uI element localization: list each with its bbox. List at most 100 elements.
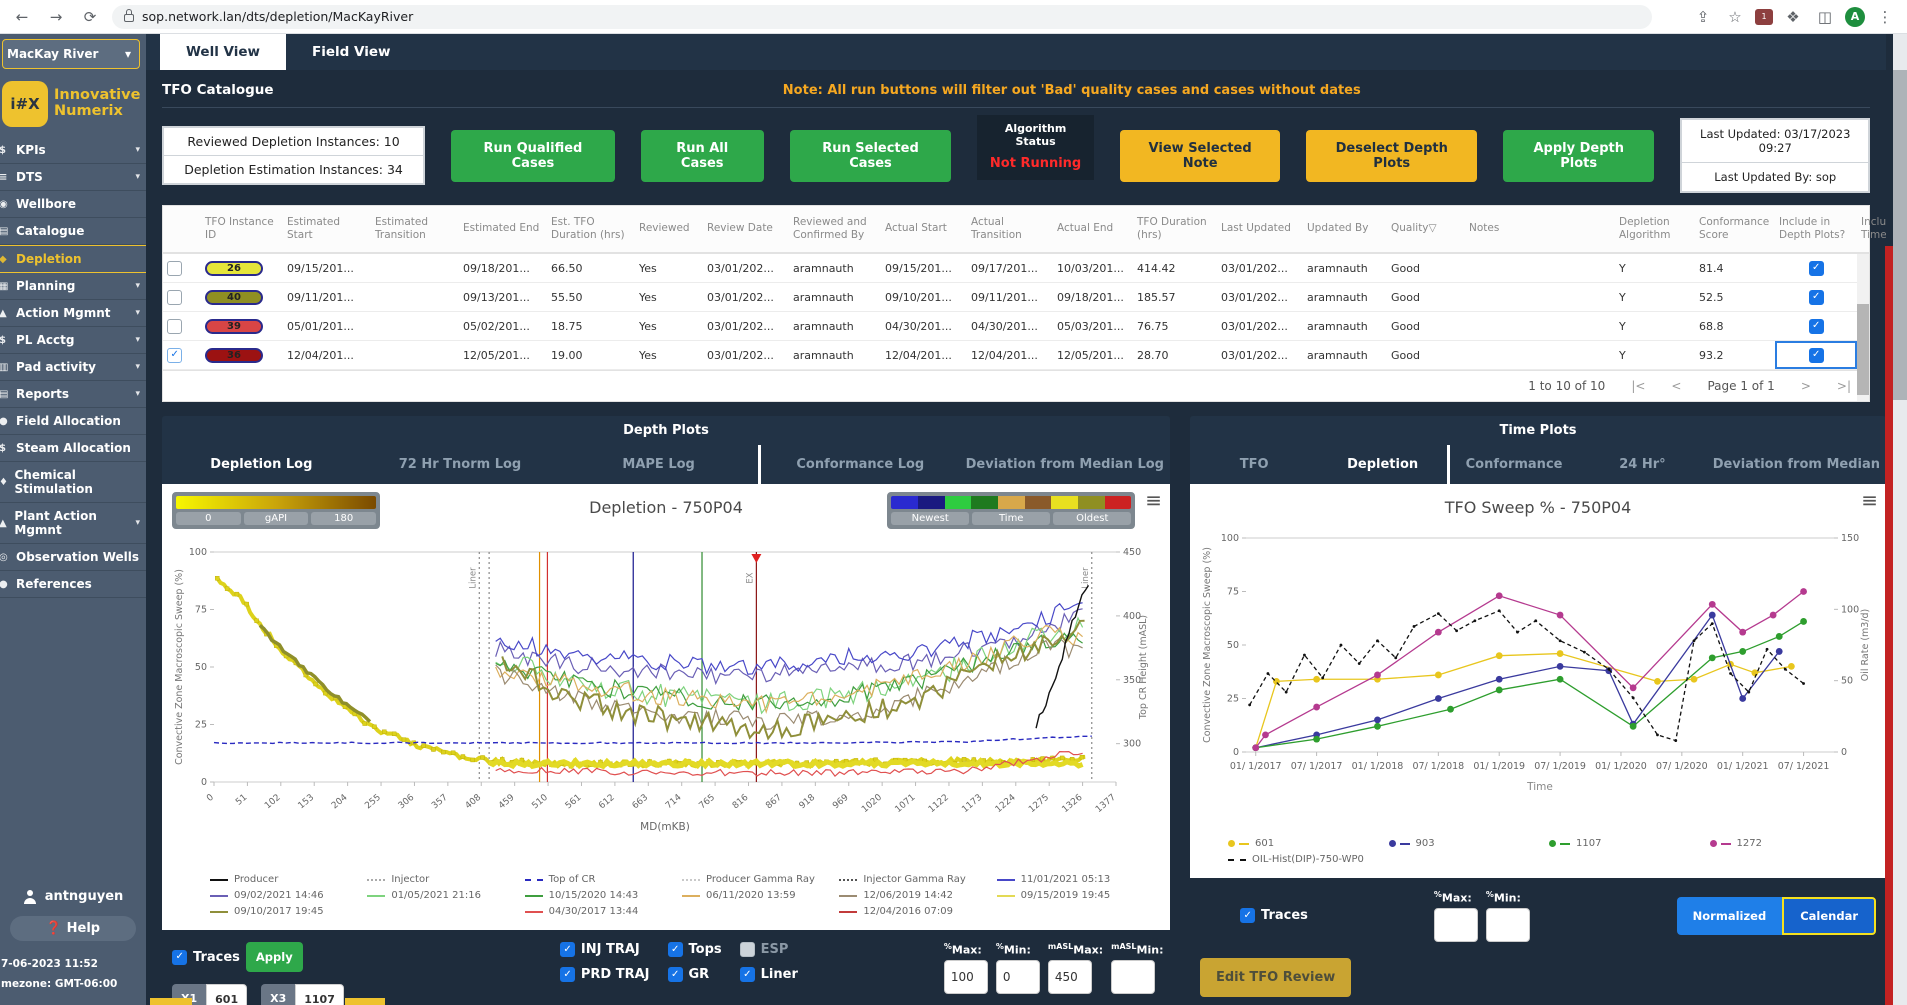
url-bar[interactable]: sop.network.lan/dts/depletion/MacKayRive… (112, 4, 1652, 29)
cell-sel (163, 312, 201, 340)
include-depth-checkbox[interactable] (1808, 289, 1824, 305)
tfo-instance-badge[interactable]: 39 (205, 318, 263, 334)
user-row[interactable]: antnguyen (0, 883, 146, 910)
time-tab-deviation-from-median[interactable]: Deviation from Median (1712, 457, 1880, 472)
toggle-prd-traj[interactable]: PRD TRAJ (559, 967, 650, 982)
tfo-instance-badge[interactable]: 36 (205, 347, 263, 363)
depth-tab-conformance-log[interactable]: Conformance Log (796, 457, 925, 472)
sidebar-item-chemical-stimulation[interactable]: ♦ Chemical Stimulation (0, 462, 146, 503)
normalized-button[interactable]: Normalized (1676, 896, 1783, 935)
depth-chart-menu-icon[interactable]: ≡ (1145, 488, 1162, 512)
deselect-depth-plots-button[interactable]: Deselect Depth Plots (1306, 129, 1477, 182)
help-button[interactable]: ❓ Help (10, 916, 136, 942)
share-icon[interactable]: ⇪ (1696, 7, 1710, 26)
trace-slot-x3[interactable]: X3 1107 (261, 984, 344, 1005)
page-scrollbar[interactable] (1893, 0, 1907, 1005)
time-chart-menu-icon[interactable]: ≡ (1861, 488, 1878, 512)
edit-tfo-review-button[interactable]: Edit TFO Review (1200, 957, 1352, 997)
tab-field-view[interactable]: Field View (312, 44, 391, 60)
extension-badge-icon[interactable]: 1 (1755, 8, 1773, 25)
toggle-liner[interactable]: Liner (739, 967, 798, 982)
bookmark-star-icon[interactable]: ☆ (1728, 7, 1742, 26)
depth-input[interactable] (995, 959, 1040, 994)
time-input[interactable] (1485, 907, 1530, 942)
sidebar-item-reports[interactable]: ▤ Reports ▾ (0, 381, 146, 408)
time-tab-tfo[interactable]: TFO (1239, 457, 1269, 472)
table-row[interactable]: 40 09/11/201... 09/13/201... 55.50 Yes 03/01/… (163, 283, 1869, 312)
depth-tab-72-hr-tnorm-log[interactable]: 72 Hr Tnorm Log (398, 457, 522, 472)
sidebar-item-pad-activity[interactable]: ▥ Pad activity ▾ (0, 354, 146, 381)
extensions-puzzle-icon[interactable]: ❖ (1786, 7, 1800, 26)
time-tab-conformance[interactable]: Conformance (1465, 457, 1563, 472)
sidebar-item-depletion[interactable]: ◆ Depletion (0, 245, 146, 273)
row-select-checkbox[interactable] (167, 260, 182, 276)
time-traces-checkbox[interactable] (1240, 908, 1255, 924)
table-row[interactable]: 26 09/15/201... 09/18/201... 66.50 Yes 03/01/… (163, 254, 1869, 283)
depth-traces-checkbox[interactable] (172, 949, 187, 965)
time-tab-24-hr-[interactable]: 24 Hr° (1619, 457, 1666, 472)
sidebar-item-plant-action-mgmnt[interactable]: ▲ Plant Action Mgmnt ▾ (0, 503, 146, 544)
sidebar-item-references[interactable]: ● References (0, 571, 146, 598)
side-panel-icon[interactable]: ◫ (1817, 7, 1833, 26)
depth-input[interactable] (1111, 959, 1156, 994)
calendar-button[interactable]: Calendar (1782, 896, 1876, 935)
sidebar-item-planning[interactable]: ▦ Planning ▾ (0, 273, 146, 300)
depth-tab-depletion-log[interactable]: Depletion Log (210, 457, 313, 472)
toggle-gr[interactable]: GR (667, 967, 722, 982)
last-page-icon[interactable]: >| (1836, 379, 1851, 393)
depth-tab-mape-log[interactable]: MAPE Log (622, 457, 695, 472)
well-selector[interactable]: MacKay River ▾ (2, 39, 140, 69)
back-icon[interactable]: ← (15, 7, 29, 26)
checkbox[interactable] (739, 942, 755, 957)
table-row[interactable]: 39 05/01/201... 05/02/201... 18.75 Yes 03/01/… (163, 312, 1869, 341)
table-row[interactable]: 36 12/04/201... 12/05/201... 19.00 Yes 03/01/… (163, 341, 1869, 370)
time-tab-depletion[interactable]: Depletion (1347, 457, 1419, 472)
row-select-checkbox[interactable] (167, 289, 182, 305)
forward-icon[interactable]: → (49, 7, 63, 26)
row-select-checkbox[interactable] (167, 347, 182, 363)
sidebar-item-dts[interactable]: ≡ DTS ▾ (0, 164, 146, 191)
include-depth-checkbox[interactable] (1808, 318, 1824, 334)
time-input[interactable] (1433, 907, 1478, 942)
run-selected-cases-button[interactable]: Run Selected Cases (789, 129, 952, 182)
first-page-icon[interactable]: |< (1631, 379, 1646, 393)
kebab-menu-icon[interactable]: ⋮ (1877, 7, 1893, 26)
checkbox[interactable] (667, 942, 683, 957)
checkbox[interactable] (559, 967, 575, 982)
apply-depth-plots-button[interactable]: Apply Depth Plots (1502, 129, 1655, 182)
depth-input[interactable] (943, 959, 988, 994)
table-scrollbar[interactable] (1857, 254, 1869, 401)
depth-tab-deviation-from-median-log[interactable]: Deviation from Median Log (965, 457, 1164, 472)
sidebar-item-steam-allocation[interactable]: $ Steam Allocation (0, 435, 146, 462)
row-select-checkbox[interactable] (167, 318, 182, 334)
view-selected-note-button[interactable]: View Selected Note (1119, 129, 1281, 182)
run-qualified-cases-button[interactable]: Run Qualified Cases (451, 129, 615, 182)
include-depth-checkbox[interactable] (1808, 347, 1824, 363)
sidebar-item-catalogue[interactable]: ▤ Catalogue (0, 218, 146, 245)
sidebar-item-kpis[interactable]: $ KPIs ▾ (0, 137, 146, 164)
checkbox[interactable] (559, 942, 575, 957)
run-all-cases-button[interactable]: Run All Cases (640, 129, 764, 182)
checkbox[interactable] (739, 967, 755, 982)
toggle-inj-traj[interactable]: INJ TRAJ (559, 942, 650, 957)
tab-well-view[interactable]: Well View (160, 34, 286, 70)
profile-avatar[interactable]: A (1845, 6, 1865, 27)
sidebar-item-field-allocation[interactable]: ● Field Allocation (0, 408, 146, 435)
reload-icon[interactable]: ⟳ (83, 7, 97, 26)
include-depth-checkbox[interactable] (1808, 260, 1824, 276)
filter-funnel-icon[interactable]: ▽ (1428, 222, 1437, 235)
cell-notes (1465, 283, 1615, 311)
next-page-icon[interactable]: > (1800, 379, 1811, 393)
sidebar-item-wellbore[interactable]: ◉ Wellbore (0, 191, 146, 218)
depth-input[interactable] (1047, 959, 1092, 994)
sidebar-item-action-mgmnt[interactable]: ▲ Action Mgmnt ▾ (0, 300, 146, 327)
toggle-tops[interactable]: Tops (667, 942, 722, 957)
depth-apply-button[interactable]: Apply (245, 942, 303, 972)
tfo-instance-badge[interactable]: 40 (205, 289, 263, 305)
prev-page-icon[interactable]: < (1671, 379, 1682, 393)
tfo-instance-badge[interactable]: 26 (205, 260, 263, 276)
toggle-esp[interactable]: ESP (739, 942, 798, 957)
sidebar-item-pl-acctg[interactable]: $ PL Acctg ▾ (0, 327, 146, 354)
sidebar-item-observation-wells[interactable]: ◎ Observation Wells (0, 544, 146, 571)
checkbox[interactable] (667, 967, 683, 982)
